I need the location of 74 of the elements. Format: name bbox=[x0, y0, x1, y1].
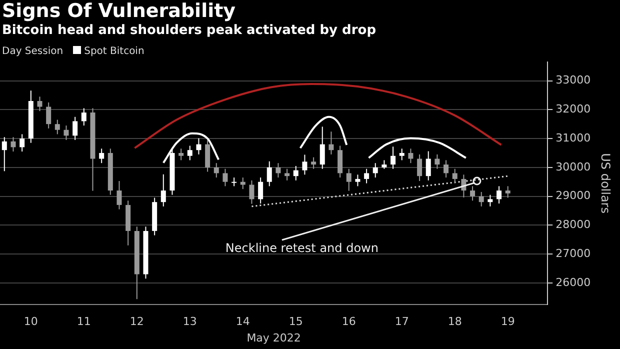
candlestick bbox=[434, 154, 440, 170]
candlestick bbox=[99, 148, 104, 164]
candlestick bbox=[488, 194, 493, 207]
x-tick-label: 10 bbox=[24, 315, 38, 328]
candlestick bbox=[276, 162, 281, 178]
y-tick-label: 31000 bbox=[556, 131, 591, 144]
candlestick bbox=[160, 174, 166, 207]
candlestick bbox=[20, 134, 25, 152]
candlestick bbox=[2, 136, 7, 172]
candlestick bbox=[426, 150, 431, 181]
candlestick bbox=[505, 186, 510, 198]
y-tick-label: 26000 bbox=[556, 276, 591, 289]
line-series bbox=[134, 82, 502, 150]
legend-label: Spot Bitcoin bbox=[83, 45, 144, 59]
x-tick-label: 19 bbox=[500, 315, 515, 328]
candlestick bbox=[470, 186, 476, 202]
candlestick bbox=[346, 168, 352, 192]
candlestick bbox=[399, 148, 404, 161]
candlestick bbox=[222, 168, 228, 187]
y-tick-label: 28000 bbox=[556, 218, 591, 232]
candlestick bbox=[54, 119, 60, 135]
y-tick-label: 32000 bbox=[556, 102, 591, 116]
candlestick bbox=[452, 168, 458, 184]
candlestick bbox=[81, 108, 86, 126]
candlestick bbox=[284, 168, 290, 181]
candlestick bbox=[266, 160, 272, 187]
x-tick-label: 18 bbox=[448, 315, 462, 328]
candlestick bbox=[390, 146, 396, 170]
candlestick bbox=[205, 139, 210, 172]
candlestick bbox=[293, 165, 298, 181]
candlestick bbox=[444, 160, 449, 178]
candlestick bbox=[302, 154, 308, 176]
candlestick bbox=[10, 136, 16, 152]
x-tick-label: 11 bbox=[76, 315, 91, 328]
chart-title: Signs Of Vulnerability bbox=[2, 0, 237, 22]
candlestick bbox=[320, 126, 325, 170]
candlestick bbox=[355, 174, 360, 187]
candlestick bbox=[72, 116, 78, 140]
legend-title: Day Session bbox=[2, 45, 64, 59]
x-tick-label: 15 bbox=[288, 315, 303, 328]
candlestick bbox=[478, 191, 484, 207]
x-axis-title: May 2022 bbox=[246, 331, 301, 344]
candlestick bbox=[249, 180, 254, 204]
candlestick bbox=[178, 148, 184, 161]
candlestick bbox=[258, 177, 264, 204]
x-tick-label: 16 bbox=[342, 315, 356, 328]
y-tick-label: 33000 bbox=[556, 74, 591, 87]
candlestick bbox=[187, 145, 192, 161]
candlestick bbox=[46, 102, 52, 129]
candlestick bbox=[372, 162, 378, 178]
line-series bbox=[368, 137, 467, 159]
candlestick bbox=[496, 186, 502, 204]
y-tick-label: 27000 bbox=[556, 246, 591, 260]
line-series bbox=[299, 116, 348, 150]
candlestick bbox=[311, 156, 316, 170]
y-tick-label: 29000 bbox=[556, 189, 591, 202]
x-tick-label: 13 bbox=[182, 315, 197, 328]
candlestick bbox=[364, 168, 370, 184]
y-axis-title: US dollars bbox=[598, 153, 613, 214]
candlestick bbox=[214, 162, 219, 178]
candlestick bbox=[328, 131, 334, 155]
candlestick bbox=[37, 96, 42, 112]
x-tick-label: 17 bbox=[394, 315, 409, 328]
y-tick-label: 30000 bbox=[556, 160, 591, 174]
x-tick-label: 12 bbox=[130, 315, 144, 328]
candlestick bbox=[338, 145, 343, 178]
candlestick bbox=[64, 125, 69, 140]
candlestick bbox=[116, 180, 122, 210]
candlestick bbox=[417, 154, 422, 182]
annotation: Neckline retest and down bbox=[225, 241, 378, 256]
candlestick bbox=[408, 148, 414, 164]
chart-subtitle: Bitcoin head and shoulders peak activated by drop bbox=[2, 22, 376, 40]
x-tick-label: 14 bbox=[236, 315, 250, 328]
candlestick bbox=[196, 138, 202, 155]
